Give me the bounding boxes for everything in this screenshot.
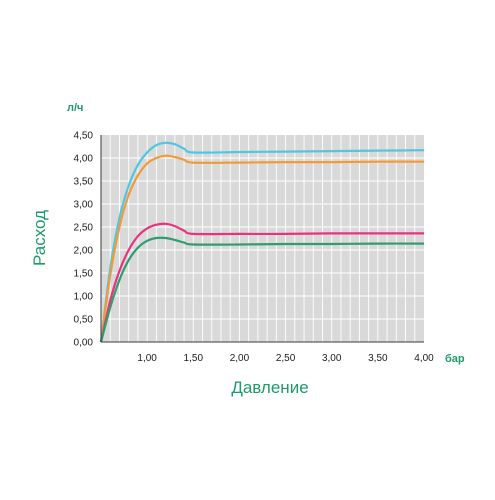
y-axis-title: Расход <box>30 210 49 266</box>
series-group <box>99 141 425 343</box>
tick-labels: 0,00 0,50 1,00 1,50 2,00 2,50 3,00 3,50 4,00 4,50… <box>74 131 435 365</box>
series-line-1 <box>99 141 425 343</box>
y-tick-label: 2,50 <box>74 223 94 234</box>
series-line-2 <box>99 154 425 343</box>
grid <box>101 135 424 342</box>
x-tick-label: 3,50 <box>368 353 388 364</box>
series-line-3 <box>99 222 424 343</box>
y-tick-label: 3,00 <box>74 200 94 211</box>
y-tick-label: 3,50 <box>74 177 94 188</box>
series-line-4 <box>99 236 425 343</box>
x-tick-label: 2,00 <box>230 353 250 364</box>
y-tick-label: 2,00 <box>74 246 94 257</box>
x-tick-label: 1,50 <box>184 353 204 364</box>
x-unit-label: бар <box>445 353 465 365</box>
y-tick-label: 4,50 <box>74 131 94 142</box>
plot-area <box>101 135 424 342</box>
y-tick-label: 0,50 <box>74 315 94 326</box>
y-tick-label: 1,50 <box>74 269 94 280</box>
y-unit-label: л/ч <box>67 102 83 114</box>
x-tick-label: 4,00 <box>414 353 434 364</box>
x-tick-label: 2,50 <box>276 353 296 364</box>
x-axis-title: Давление <box>231 378 308 397</box>
y-tick-label: 0,00 <box>74 338 94 349</box>
x-tick-label: 3,00 <box>322 353 342 364</box>
y-tick-label: 1,00 <box>74 292 94 303</box>
y-tick-label: 4,00 <box>74 154 94 165</box>
x-tick-label: 1,00 <box>137 353 157 364</box>
axes <box>100 135 424 343</box>
